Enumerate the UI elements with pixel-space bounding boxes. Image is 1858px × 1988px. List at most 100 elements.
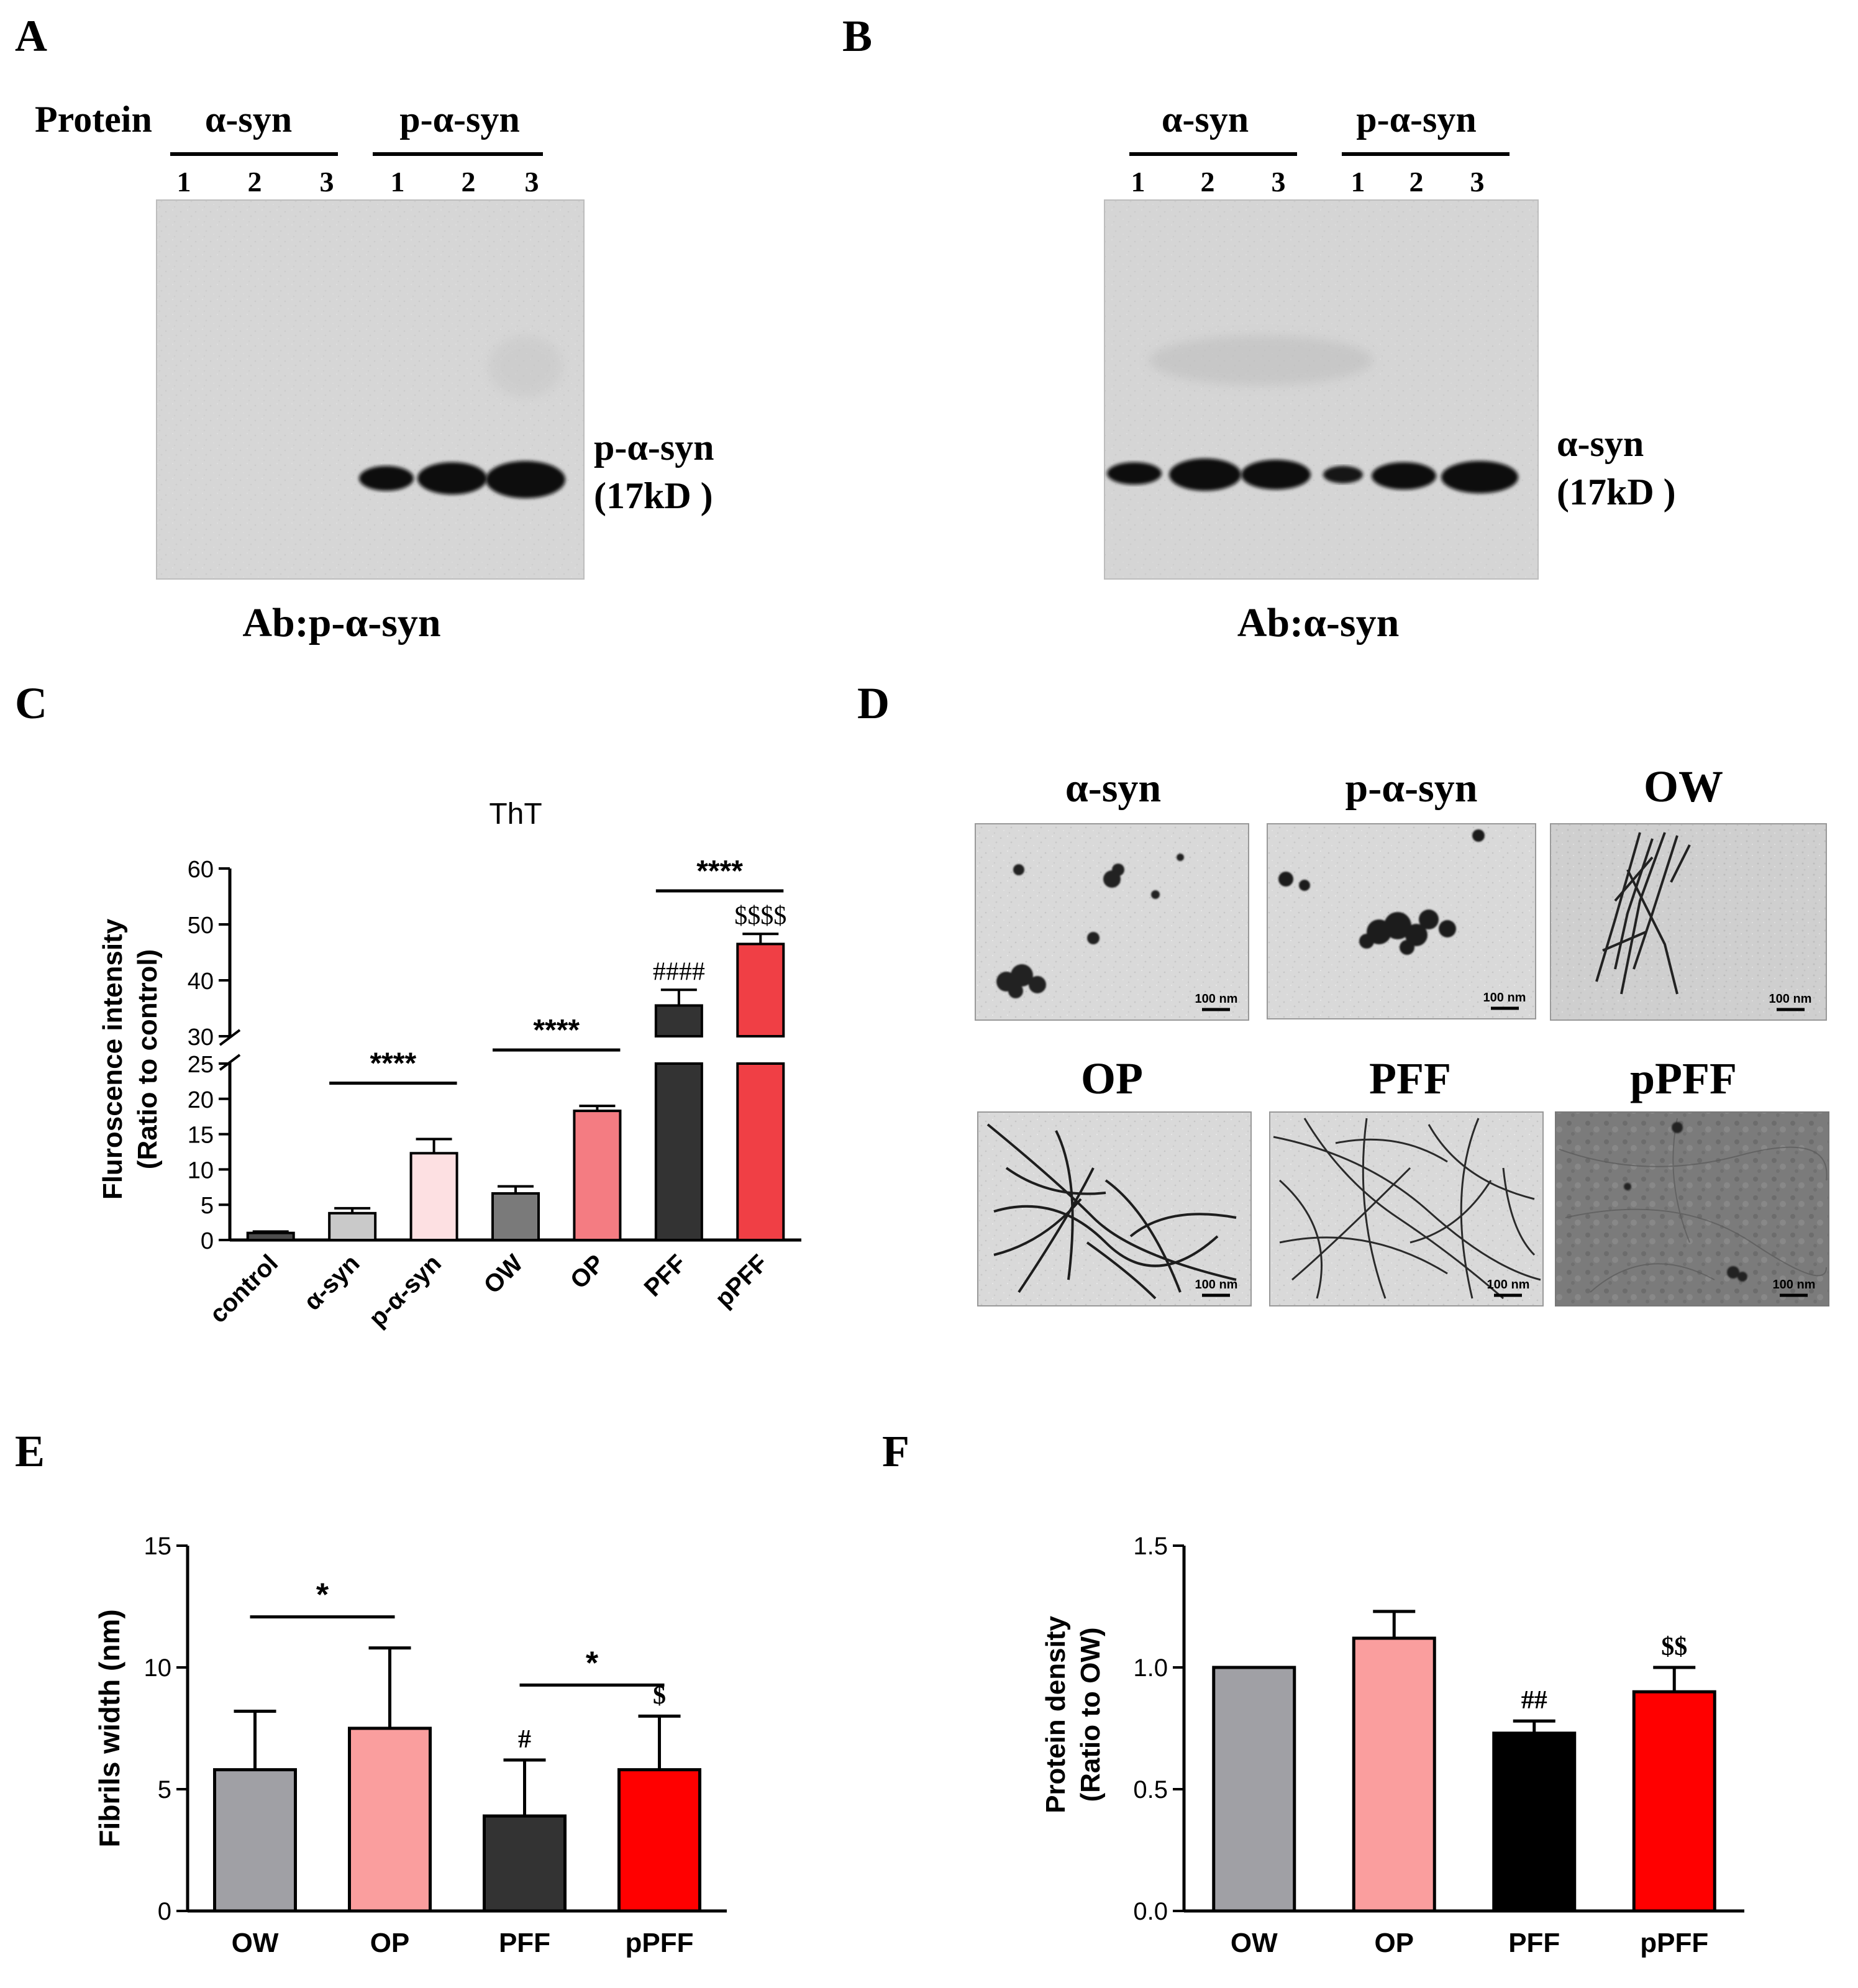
em-title-5: PFF <box>1369 1054 1451 1103</box>
y-tick-label: 15 <box>188 1123 214 1149</box>
lane-label: 2 <box>1409 166 1424 198</box>
em-title-2: p-α-syn <box>1346 765 1478 811</box>
scale-bar-label: 100 nm <box>1773 1278 1816 1292</box>
group-label-b-1: α-syn <box>1162 99 1249 140</box>
y-tick-label: 20 <box>188 1087 214 1113</box>
lane-label: 1 <box>1131 166 1145 198</box>
panel-letter-d: D <box>857 678 890 728</box>
y-tick-label: 5 <box>201 1193 214 1219</box>
x-tick-label: PFF <box>639 1249 692 1302</box>
y-tick-label: 0 <box>201 1228 214 1254</box>
y-tick-label: 15 <box>144 1533 172 1560</box>
bar <box>1352 1636 1436 1913</box>
bar <box>213 1768 297 1913</box>
lane-label: 2 <box>462 166 476 198</box>
bar <box>654 1004 703 1037</box>
y-axis-label: Fluroscence intensity (Ratio to control) <box>98 918 163 1200</box>
em-image-p-alpha-syn: 100 nm <box>1267 823 1536 1019</box>
bar <box>246 1231 295 1242</box>
bar <box>483 1814 567 1913</box>
y-tick-label: 5 <box>158 1776 171 1803</box>
antibody-label-b: Ab:α-syn <box>1237 600 1400 645</box>
band-label-a: p-α-syn <box>594 427 714 468</box>
lane-label: 1 <box>1351 166 1365 198</box>
em-image-ppff: 100 nm <box>1555 1111 1829 1306</box>
panel-a: A Protein α-syn p-α-syn 1 2 3 1 2 3 p-α-… <box>15 11 714 645</box>
bar-mark: $$ <box>1661 1633 1687 1661</box>
group-label-b-2: p-α-syn <box>1356 99 1477 140</box>
panel-f: F 0.0 0.5 1.0 1.5 Protein density (Ratio to O… <box>882 1426 1744 1958</box>
lane-label: 1 <box>177 166 191 198</box>
protein-label: Protein <box>35 99 152 140</box>
bar <box>736 942 785 1037</box>
x-tick-label: OW <box>232 1928 279 1958</box>
y-tick-label: 10 <box>188 1157 214 1183</box>
x-tick-label: pPFF <box>1640 1928 1708 1958</box>
chart-fibril-width: 0 5 10 15 Fibrils width (nm) OW OP PFF pPFF * * # $ <box>93 1533 727 1958</box>
bar <box>409 1152 458 1241</box>
bar <box>1212 1666 1296 1913</box>
chart-protein-density: 0.0 0.5 1.0 1.5 Protein density (Ratio to OW)… <box>1041 1533 1744 1958</box>
y-tick-label: 0.0 <box>1133 1898 1168 1925</box>
bar-mark: $$$$ <box>734 901 786 930</box>
x-tick-label: PFF <box>1508 1928 1560 1958</box>
bar <box>328 1211 377 1242</box>
y-axis-label: Fibrils width (nm) <box>93 1609 125 1847</box>
y-tick-label: 60 <box>188 857 214 883</box>
significance-label: **** <box>370 1047 416 1080</box>
significance-label: **** <box>696 855 743 888</box>
group-label-a-2: p-α-syn <box>399 99 520 140</box>
x-tick-label: PFF <box>499 1928 550 1958</box>
bar <box>348 1726 432 1913</box>
x-tick-label: OP <box>565 1249 610 1294</box>
em-title-6: pPFF <box>1630 1054 1737 1103</box>
band-size-a: (17kD ) <box>594 475 713 516</box>
lane-label: 3 <box>1272 166 1286 198</box>
lane-label: 2 <box>1201 166 1215 198</box>
y-tick-label: 10 <box>144 1654 172 1682</box>
bar-mark: $ <box>653 1681 666 1710</box>
x-tick-label: control <box>204 1249 283 1328</box>
scale-bar-label: 100 nm <box>1487 1278 1530 1292</box>
scale-bar-label: 100 nm <box>1769 992 1812 1006</box>
panel-letter-a: A <box>15 11 47 61</box>
lane-label: 2 <box>248 166 262 198</box>
panel-letter-b: B <box>842 11 872 61</box>
y-tick-label: 0 <box>158 1898 171 1925</box>
y-tick-label: 40 <box>188 969 214 995</box>
em-image-pff: 100 nm <box>1269 1111 1544 1306</box>
antibody-label-a: Ab:p-α-syn <box>242 600 440 645</box>
bar <box>491 1192 540 1242</box>
x-tick-label: p-α-syn <box>364 1249 447 1332</box>
bar <box>573 1110 622 1242</box>
y-tick-label: 25 <box>188 1052 214 1078</box>
bar-mark: # <box>518 1725 531 1754</box>
significance-label: * <box>586 1645 599 1681</box>
significance-label: * <box>316 1577 329 1613</box>
bar <box>736 1062 785 1241</box>
significance-label: **** <box>533 1014 580 1047</box>
panel-e: E 0 5 10 15 Fibrils width (nm) OW OP PFF pPFF * * #… <box>15 1426 727 1958</box>
panel-letter-c: C <box>15 678 47 728</box>
chart-title: ThT <box>489 798 542 831</box>
lane-label: 3 <box>1470 166 1485 198</box>
em-image-ow: 100 nm <box>1550 823 1827 1021</box>
y-tick-label: 0.5 <box>1133 1776 1168 1803</box>
scale-bar-label: 100 nm <box>1483 991 1526 1005</box>
bar-mark: #### <box>653 957 705 986</box>
bar-mark: ## <box>1521 1686 1547 1715</box>
bar <box>617 1768 701 1913</box>
western-blot-b <box>1104 199 1539 580</box>
x-tick-label: pPFF <box>710 1249 773 1313</box>
lane-label: 1 <box>391 166 405 198</box>
panel-d: D α-syn p-α-syn OW OP PFF pPFF 100 nm <box>857 678 1829 1306</box>
scale-bar-label: 100 nm <box>1195 1278 1238 1292</box>
panel-letter-f: F <box>882 1426 909 1476</box>
scale-bar-label: 100 nm <box>1195 992 1238 1006</box>
panel-letter-e: E <box>15 1426 45 1476</box>
bar <box>1632 1690 1716 1913</box>
band-size-b: (17kD ) <box>1557 472 1676 513</box>
